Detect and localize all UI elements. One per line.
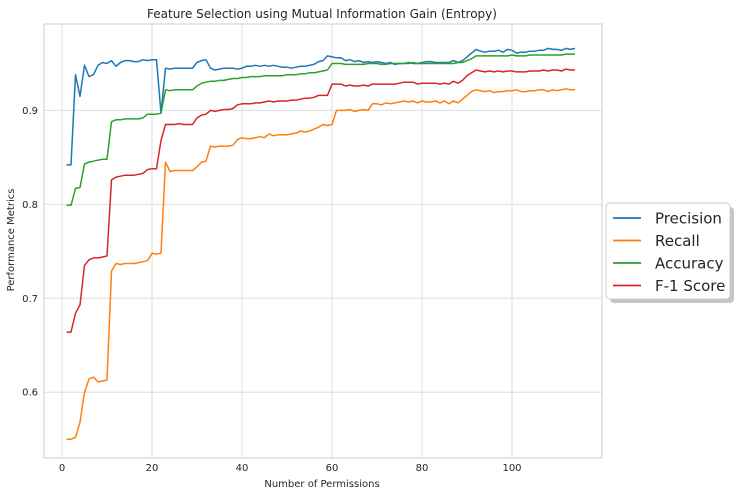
tick-labels: 0 20 40 60 80 100 0.6 0.7 0.8 0.9 bbox=[22, 106, 521, 474]
y-tick-label: 0.8 bbox=[22, 200, 38, 211]
x-tick-label: 0 bbox=[59, 463, 65, 474]
series-line-f-1-score bbox=[66, 68, 575, 333]
y-axis-title: Performance Metrics bbox=[6, 189, 17, 292]
x-tick-label: 40 bbox=[236, 463, 249, 474]
y-tick-label: 0.6 bbox=[22, 388, 38, 399]
x-tick-label: 100 bbox=[502, 463, 521, 474]
y-tick-label: 0.7 bbox=[22, 294, 38, 305]
x-tick-label: 80 bbox=[416, 463, 429, 474]
plot-background bbox=[43, 23, 603, 459]
series-line-accuracy bbox=[66, 53, 575, 207]
legend-label-recall: Recall bbox=[655, 232, 700, 250]
x-tick-label: 60 bbox=[326, 463, 339, 474]
legend-items: Precision Recall Accuracy F-1 Score bbox=[613, 210, 725, 295]
legend-label-f-1-score: F-1 Score bbox=[655, 277, 725, 295]
legend-box bbox=[605, 202, 731, 300]
series-line-recall bbox=[66, 88, 575, 440]
legend-label-accuracy: Accuracy bbox=[655, 255, 724, 273]
x-tick-label: 20 bbox=[146, 463, 159, 474]
series-line-precision bbox=[66, 47, 576, 166]
series-lines bbox=[66, 47, 576, 440]
x-axis-title: Number of Permissions bbox=[264, 479, 379, 490]
chart-title: Feature Selection using Mutual Informati… bbox=[147, 7, 497, 21]
legend: Precision Recall Accuracy F-1 Score bbox=[605, 202, 734, 303]
legend-label-precision: Precision bbox=[655, 210, 722, 228]
grid-lines bbox=[44, 24, 602, 458]
plot-area bbox=[43, 23, 603, 459]
y-tick-label: 0.9 bbox=[22, 106, 38, 117]
